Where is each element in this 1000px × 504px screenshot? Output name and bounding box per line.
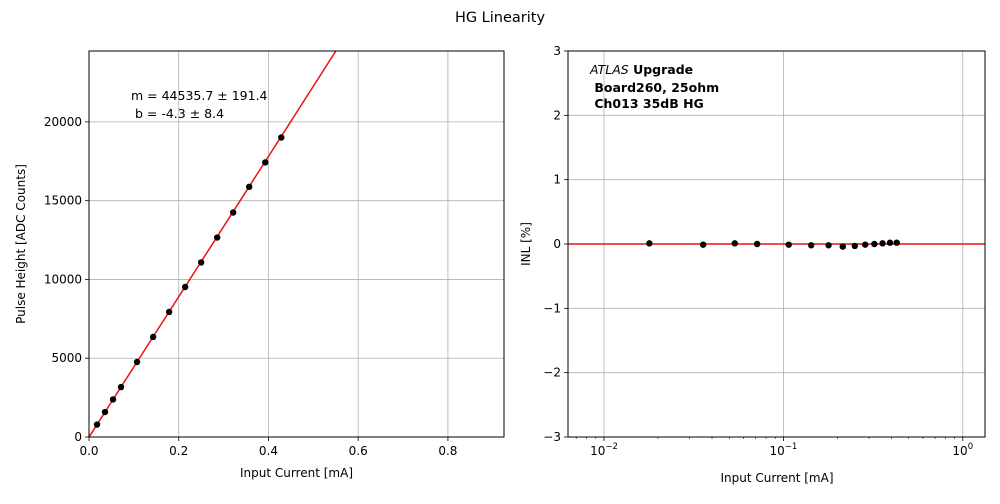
inl-data-point — [839, 243, 846, 250]
linearity-y-tick-label: 0 — [74, 430, 82, 444]
linearity-plot-area — [89, 51, 337, 437]
linearity-axes-frame — [88, 50, 505, 438]
inl-plot-area — [568, 239, 985, 250]
fit-line — [89, 51, 337, 437]
inl-data-point — [808, 242, 815, 249]
inl-data-point — [646, 240, 653, 247]
atlas-label: ATLAS — [589, 62, 629, 77]
inl-data-point — [861, 241, 869, 248]
inl-y-tick-label: 2 — [553, 108, 561, 122]
linearity-x-tick-label: 0.2 — [169, 444, 188, 458]
linearity-fit-intercept: b = -4.3 ± 8.4 — [131, 106, 224, 121]
inl-y-tick-label: −1 — [543, 301, 561, 315]
linearity-x-tick-label: 0.0 — [79, 444, 98, 458]
linearity-data-point — [133, 358, 141, 366]
linearity-data-point — [246, 183, 253, 191]
inl-data-point — [871, 240, 878, 248]
inl-data-point — [851, 242, 858, 250]
linearity-y-tick-label: 5000 — [51, 351, 82, 365]
linearity-data-point — [278, 134, 285, 141]
linearity-fit-slope: m = 44535.7 ± 191.4 — [131, 88, 268, 103]
linearity-ticks: 0.0 0.2 0.4 0.6 0.8 0 5000 10000 15000 20000 — [44, 115, 458, 458]
inl-data-point — [785, 241, 792, 248]
linearity-data-point — [101, 408, 109, 416]
linearity-x-tick-label: 0.6 — [349, 444, 368, 458]
linearity-y-axis-label: Pulse Height [ADC Counts] — [14, 164, 28, 324]
upgrade-label: Upgrade — [629, 62, 693, 77]
linearity-x-tick-label: 0.4 — [259, 444, 278, 458]
inl-x-tick-label: 10−1 — [769, 442, 797, 458]
inl-annotation-line3: Ch013 35dB HG — [590, 96, 704, 111]
inl-x-tick-exponent: 0 — [968, 442, 973, 452]
inl-y-tick-label: −3 — [543, 430, 561, 444]
linearity-data-point — [165, 308, 173, 316]
inl-y-tick-label: −2 — [543, 366, 561, 380]
linearity-data-point — [149, 333, 157, 341]
inl-y-tick-label: 3 — [553, 44, 561, 58]
linearity-data-point — [229, 209, 237, 216]
linearity-data-point — [181, 283, 189, 291]
linearity-x-tick-label: 0.8 — [438, 444, 457, 458]
linearity-panel: 0.0 0.2 0.4 0.6 0.8 0 5000 10000 15000 20000 m = … — [14, 50, 505, 480]
inl-data-point — [893, 239, 900, 246]
linearity-y-tick-label: 20000 — [44, 115, 82, 129]
inl-y-tick-label: 0 — [553, 237, 561, 251]
inl-data-point — [879, 240, 886, 247]
linearity-data-point — [109, 396, 117, 403]
inl-y-tick-label: 1 — [553, 173, 561, 187]
linearity-y-tick-label: 15000 — [44, 194, 82, 208]
inl-data-point — [825, 242, 832, 249]
linearity-data-point — [213, 234, 221, 241]
inl-x-tick-exponent: −1 — [785, 442, 798, 452]
inl-annotation-line1: ATLAS Upgrade — [589, 62, 693, 77]
inl-x-axis-label: Input Current [mA] — [720, 471, 833, 485]
inl-data-point — [753, 240, 761, 248]
inl-x-tick-label: 100 — [952, 442, 973, 458]
linearity-data-point — [197, 259, 205, 266]
linearity-data-point — [93, 421, 101, 428]
inl-data-point — [699, 241, 707, 248]
inl-data-point — [731, 240, 739, 247]
inl-panel: 10−2 10−1 100 −3 −2 −1 0 1 2 3 ATLAS Upgrade Boar… — [519, 44, 986, 485]
inl-x-tick-exponent: −2 — [605, 442, 618, 452]
inl-annotation-line2: Board260, 25ohm — [590, 80, 719, 95]
linearity-data-point — [262, 159, 269, 166]
linearity-data-point — [117, 383, 125, 391]
linearity-y-tick-label: 10000 — [44, 272, 82, 286]
linearity-x-axis-label: Input Current [mA] — [240, 466, 353, 480]
inl-y-axis-label: INL [%] — [519, 222, 533, 266]
figure-title: HG Linearity — [455, 10, 546, 26]
inl-x-tick-label: 10−2 — [590, 442, 618, 458]
inl-data-point — [886, 239, 894, 246]
